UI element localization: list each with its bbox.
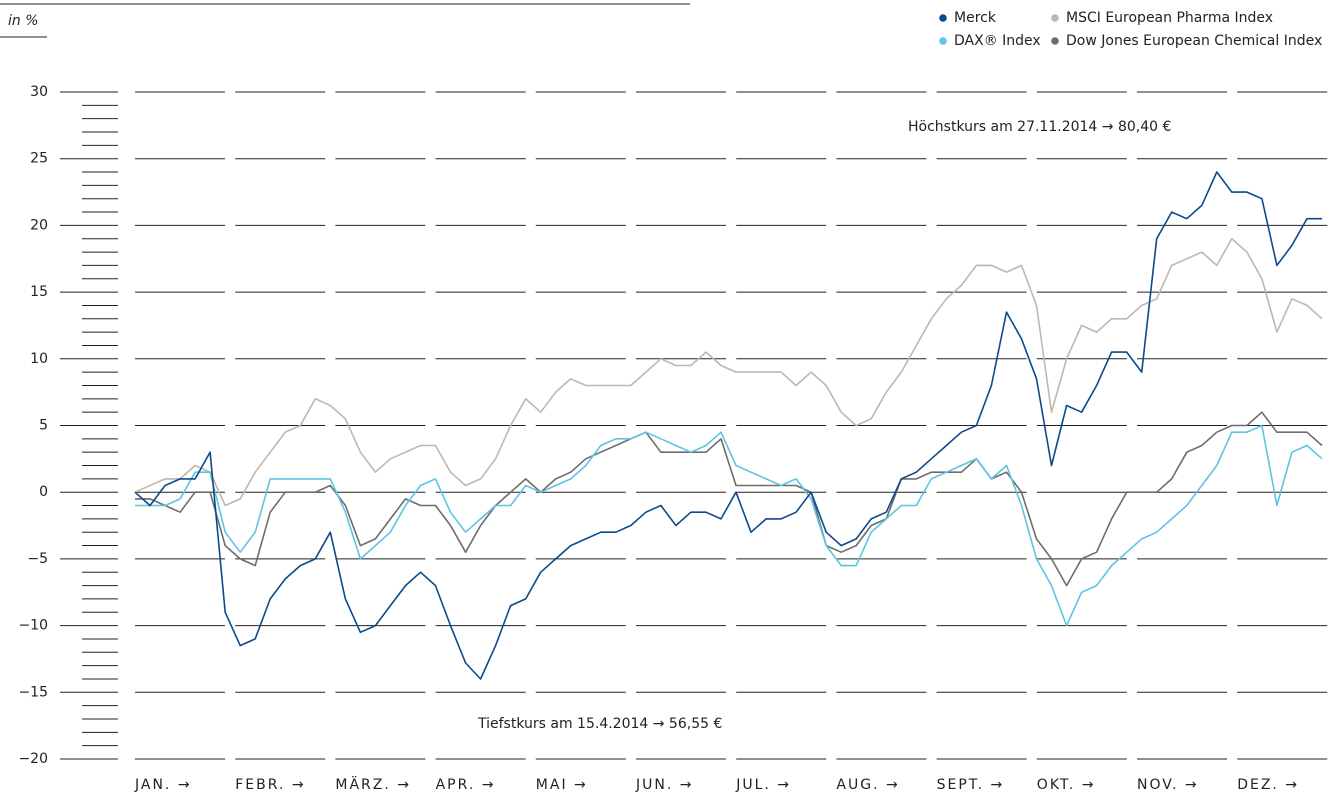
annotation: Höchstkurs am 27.11.2014 → 80,40 €: [908, 119, 1171, 135]
y-tick-label: −15: [18, 684, 48, 700]
y-tick-label: −20: [18, 751, 48, 767]
y-tick-label: 15: [30, 284, 48, 300]
x-tick-label: OKT. →: [1037, 777, 1096, 793]
x-tick-label: JAN. →: [134, 777, 192, 793]
y-tick-label: 5: [39, 418, 48, 434]
x-tick-label: APR. →: [436, 777, 496, 793]
y-tick-label: 25: [30, 151, 48, 167]
legend-label: Merck: [954, 10, 997, 26]
y-axis-label: in %: [8, 13, 39, 29]
x-tick-label: SEPT. →: [937, 777, 1005, 793]
x-tick-label: DEZ. →: [1237, 777, 1299, 793]
series-line: [134, 237, 1323, 507]
x-tick-label: FEBR. →: [235, 777, 305, 793]
x-tick-label: MÄRZ. →: [335, 775, 411, 793]
x-tick-label: MAI →: [536, 777, 588, 793]
y-tick-label: 30: [30, 84, 48, 100]
y-tick-label: 10: [30, 351, 48, 367]
series-line: [135, 424, 1323, 627]
legend-label: MSCI European Pharma Index: [1066, 10, 1273, 26]
legend-marker: [1051, 14, 1059, 22]
y-tick-label: −10: [18, 618, 48, 634]
x-tick-label: JUN. →: [635, 777, 693, 793]
legend-marker: [939, 37, 947, 45]
legend-label: DAX® Index: [954, 33, 1041, 49]
y-tick-label: 20: [30, 217, 48, 233]
legend-marker: [939, 14, 947, 22]
annotation: Tiefstkurs am 15.4.2014 → 56,55 €: [477, 716, 722, 732]
y-tick-label: −5: [27, 551, 48, 567]
x-tick-label: NOV. →: [1137, 777, 1199, 793]
x-tick-label: JUL. →: [735, 777, 791, 793]
y-tick-label: 0: [39, 484, 48, 500]
series-line: [135, 411, 1323, 587]
legend-label: Dow Jones European Chemical Index: [1066, 33, 1322, 49]
x-tick-label: AUG. →: [836, 777, 899, 793]
series-line: [134, 171, 1322, 680]
legend-marker: [1051, 37, 1059, 45]
